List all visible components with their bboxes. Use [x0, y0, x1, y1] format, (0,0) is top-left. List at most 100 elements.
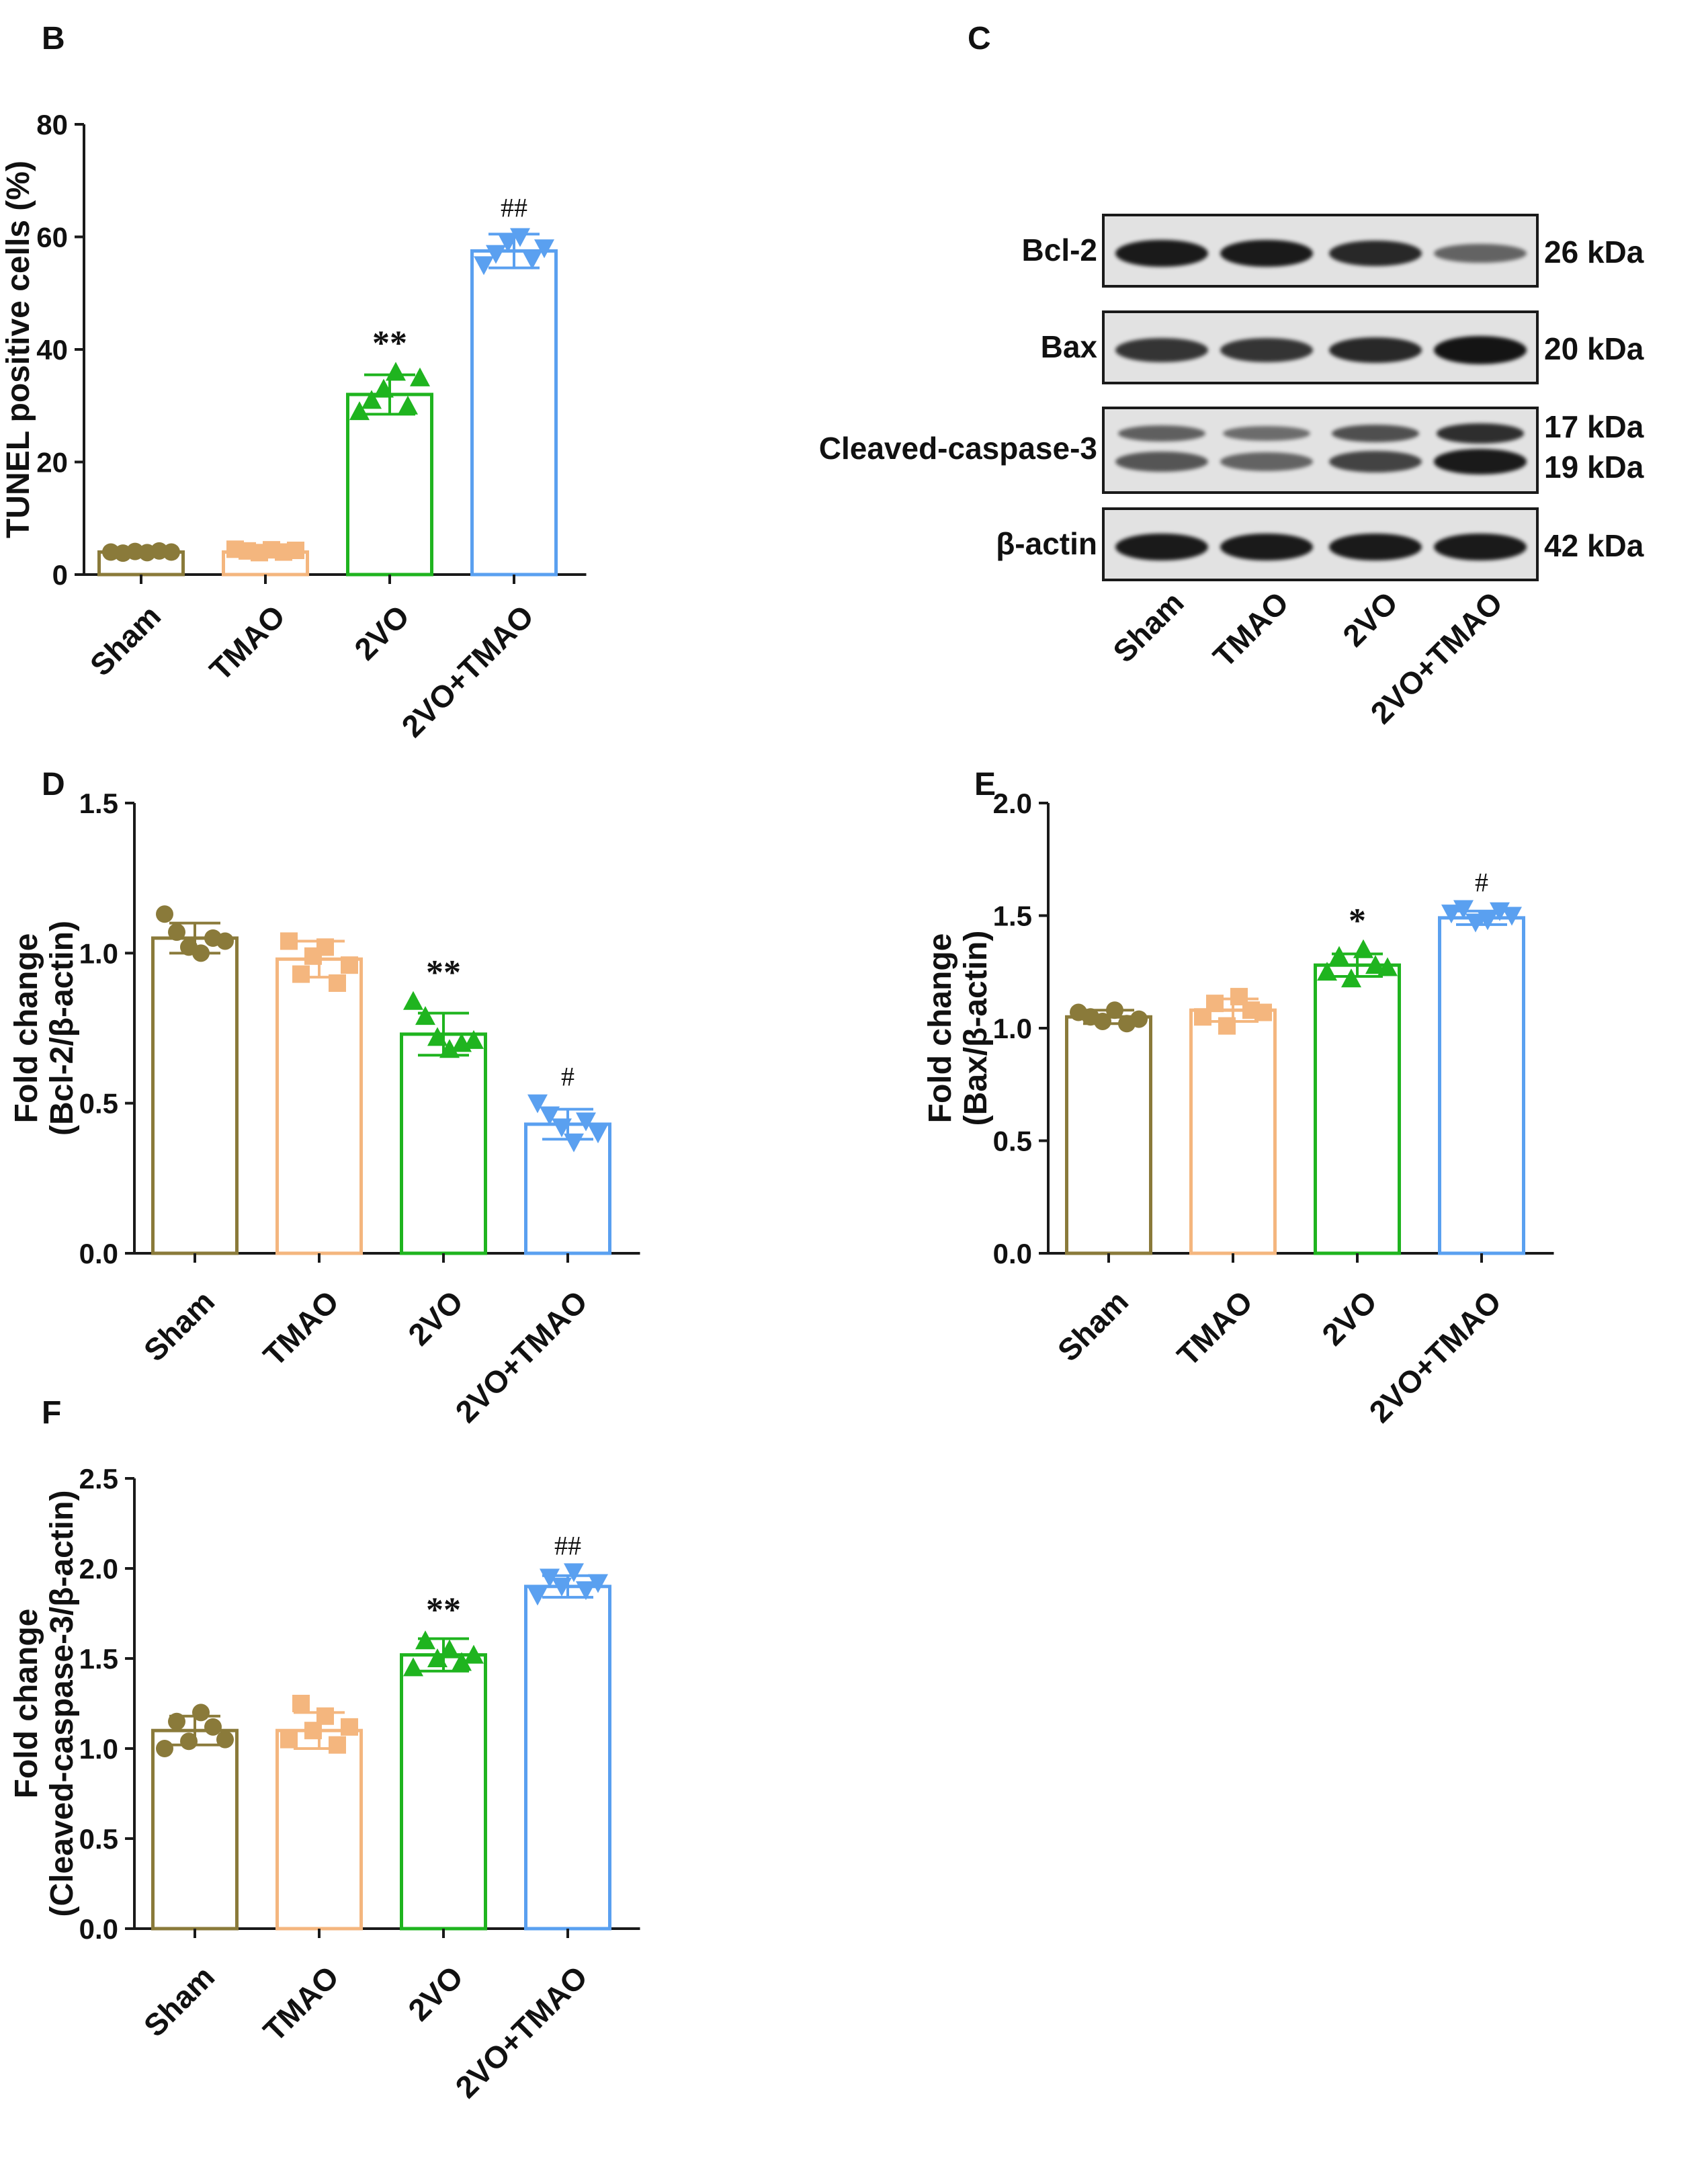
y-tick-label: 0.0 [79, 1913, 118, 1945]
data-point-2vo-tmao [552, 1577, 572, 1597]
data-point-2vo [403, 1657, 423, 1677]
data-point-2vo-tmao [486, 245, 506, 264]
bar-2vo-tmao [470, 249, 558, 577]
y-tick-label: 0 [52, 559, 68, 591]
panel-label-e: E [974, 767, 996, 802]
data-point-2vo-tmao [588, 1124, 608, 1144]
data-point-sham [192, 1704, 210, 1722]
x-tick-label: TMAO [203, 598, 292, 687]
y-axis-label-2: (Bcl-2/β-actin) [44, 921, 80, 1136]
data-point-2vo-tmao [1453, 900, 1474, 919]
blot-row-label-beta-actin: β-actin [996, 526, 1097, 561]
data-point-tmao [329, 974, 346, 992]
data-point-2vo [464, 1644, 484, 1664]
blot-band [1329, 450, 1422, 473]
data-point-2vo [349, 401, 370, 421]
blot-row-label-bcl2: Bcl-2 [1021, 233, 1097, 267]
x-tick-label: Sham [137, 1959, 221, 2043]
blot-kda-cleaved-caspase3-17: 17 kDa [1544, 409, 1644, 444]
data-point-2vo [415, 1630, 435, 1650]
data-point-tmao [1218, 1017, 1236, 1035]
panel-label-b: B [42, 21, 65, 56]
data-point-2vo-tmao [1502, 907, 1522, 926]
blot-row-label-cleaved-caspase3: Cleaved-caspase-3 [818, 431, 1097, 466]
x-tick-label: TMAO [257, 1959, 346, 2048]
x-tick-label: TMAO [257, 1284, 346, 1373]
data-point-2vo [427, 1648, 448, 1667]
blot-band [1115, 239, 1208, 267]
data-point-2vo-tmao [1441, 905, 1461, 924]
bar-2vo [1314, 963, 1401, 1255]
data-point-2vo-tmao [498, 233, 518, 253]
data-point-sham [156, 1740, 173, 1757]
data-point-sham [168, 923, 185, 941]
significance-label: ** [372, 325, 407, 363]
data-point-2vo [439, 1639, 460, 1658]
bar-sham [151, 1728, 239, 1931]
data-point-2vo-tmao [552, 1118, 572, 1138]
significance-label: ## [501, 192, 527, 222]
data-point-tmao [292, 1695, 310, 1712]
data-point-2vo-tmao [510, 228, 530, 247]
data-point-sham [1130, 1010, 1148, 1028]
y-tick-label: 0.5 [993, 1126, 1032, 1157]
data-point-2vo [452, 1652, 472, 1671]
data-point-2vo-tmao [564, 1133, 584, 1152]
blot-kda-cleaved-caspase3-19: 19 kDa [1544, 450, 1644, 485]
data-point-2vo-tmao [1465, 913, 1486, 933]
y-tick-label: 80 [36, 109, 68, 140]
bar-2vo-tmao [524, 1585, 611, 1931]
data-point-2vo [1377, 957, 1398, 976]
x-tick-label: Sham [137, 1284, 221, 1368]
data-point-tmao [280, 932, 298, 950]
data-point-2vo-tmao [576, 1112, 596, 1132]
blot-band [1434, 449, 1527, 474]
bar-2vo [346, 392, 433, 577]
data-point-2vo [398, 395, 418, 415]
data-point-sham [204, 1718, 222, 1736]
data-point-2vo-tmao [474, 256, 494, 276]
y-tick-label: 0.0 [993, 1238, 1032, 1269]
blot-band [1329, 533, 1422, 561]
data-point-tmao [316, 938, 334, 956]
x-tick-label: Sham [1051, 1284, 1135, 1368]
data-point-2vo-tmao [527, 1094, 548, 1114]
blot-band [1434, 336, 1527, 364]
blot-strip-bax [1102, 310, 1539, 384]
data-point-2vo-tmao [540, 1568, 560, 1588]
data-point-sham [192, 944, 210, 962]
blot-kda-bcl2: 26 kDa [1544, 235, 1644, 269]
data-point-2vo [439, 1039, 460, 1058]
data-point-2vo-tmao [540, 1106, 560, 1126]
bar-2vo [400, 1032, 487, 1255]
data-point-2vo [1317, 962, 1337, 981]
bar-sham [1065, 1015, 1152, 1255]
y-tick-label: 2.0 [79, 1553, 118, 1585]
chart-bax: 0.0 0.5 1.0 1.5 2.0 Fold change (Bax/β-actin) S… [923, 788, 1554, 1429]
chart-cleaved-caspase3: 0.0 0.5 1.0 1.5 2.0 2.5 Fold change (Cleaved-ca… [9, 1463, 640, 2105]
data-point-sham [156, 905, 173, 923]
data-point-tmao [287, 541, 304, 559]
data-point-2vo-tmao [1478, 911, 1498, 931]
y-tick-label: 1.0 [79, 937, 118, 969]
data-point-2vo-tmao [522, 251, 542, 269]
significance-label: ** [426, 1591, 461, 1630]
bar-tmao [275, 1728, 363, 1931]
blot-band [1220, 452, 1313, 472]
bar-tmao [275, 957, 363, 1255]
data-point-2vo [386, 362, 406, 381]
data-point-2vo [1329, 946, 1349, 965]
significance-label: * [1349, 902, 1366, 940]
blot-lane-label: Sham [1106, 585, 1190, 669]
data-point-2vo [410, 367, 430, 386]
data-point-2vo [1341, 968, 1361, 988]
bar-2vo [400, 1653, 487, 1931]
data-point-tmao [329, 1736, 346, 1754]
x-tick-label: 2VO [401, 1284, 470, 1352]
blot-band [1115, 533, 1208, 561]
bar-tmao [1189, 1008, 1277, 1255]
y-tick-label: 0.5 [79, 1088, 118, 1120]
blot-band [1220, 239, 1313, 267]
bar-2vo-tmao [524, 1122, 611, 1255]
